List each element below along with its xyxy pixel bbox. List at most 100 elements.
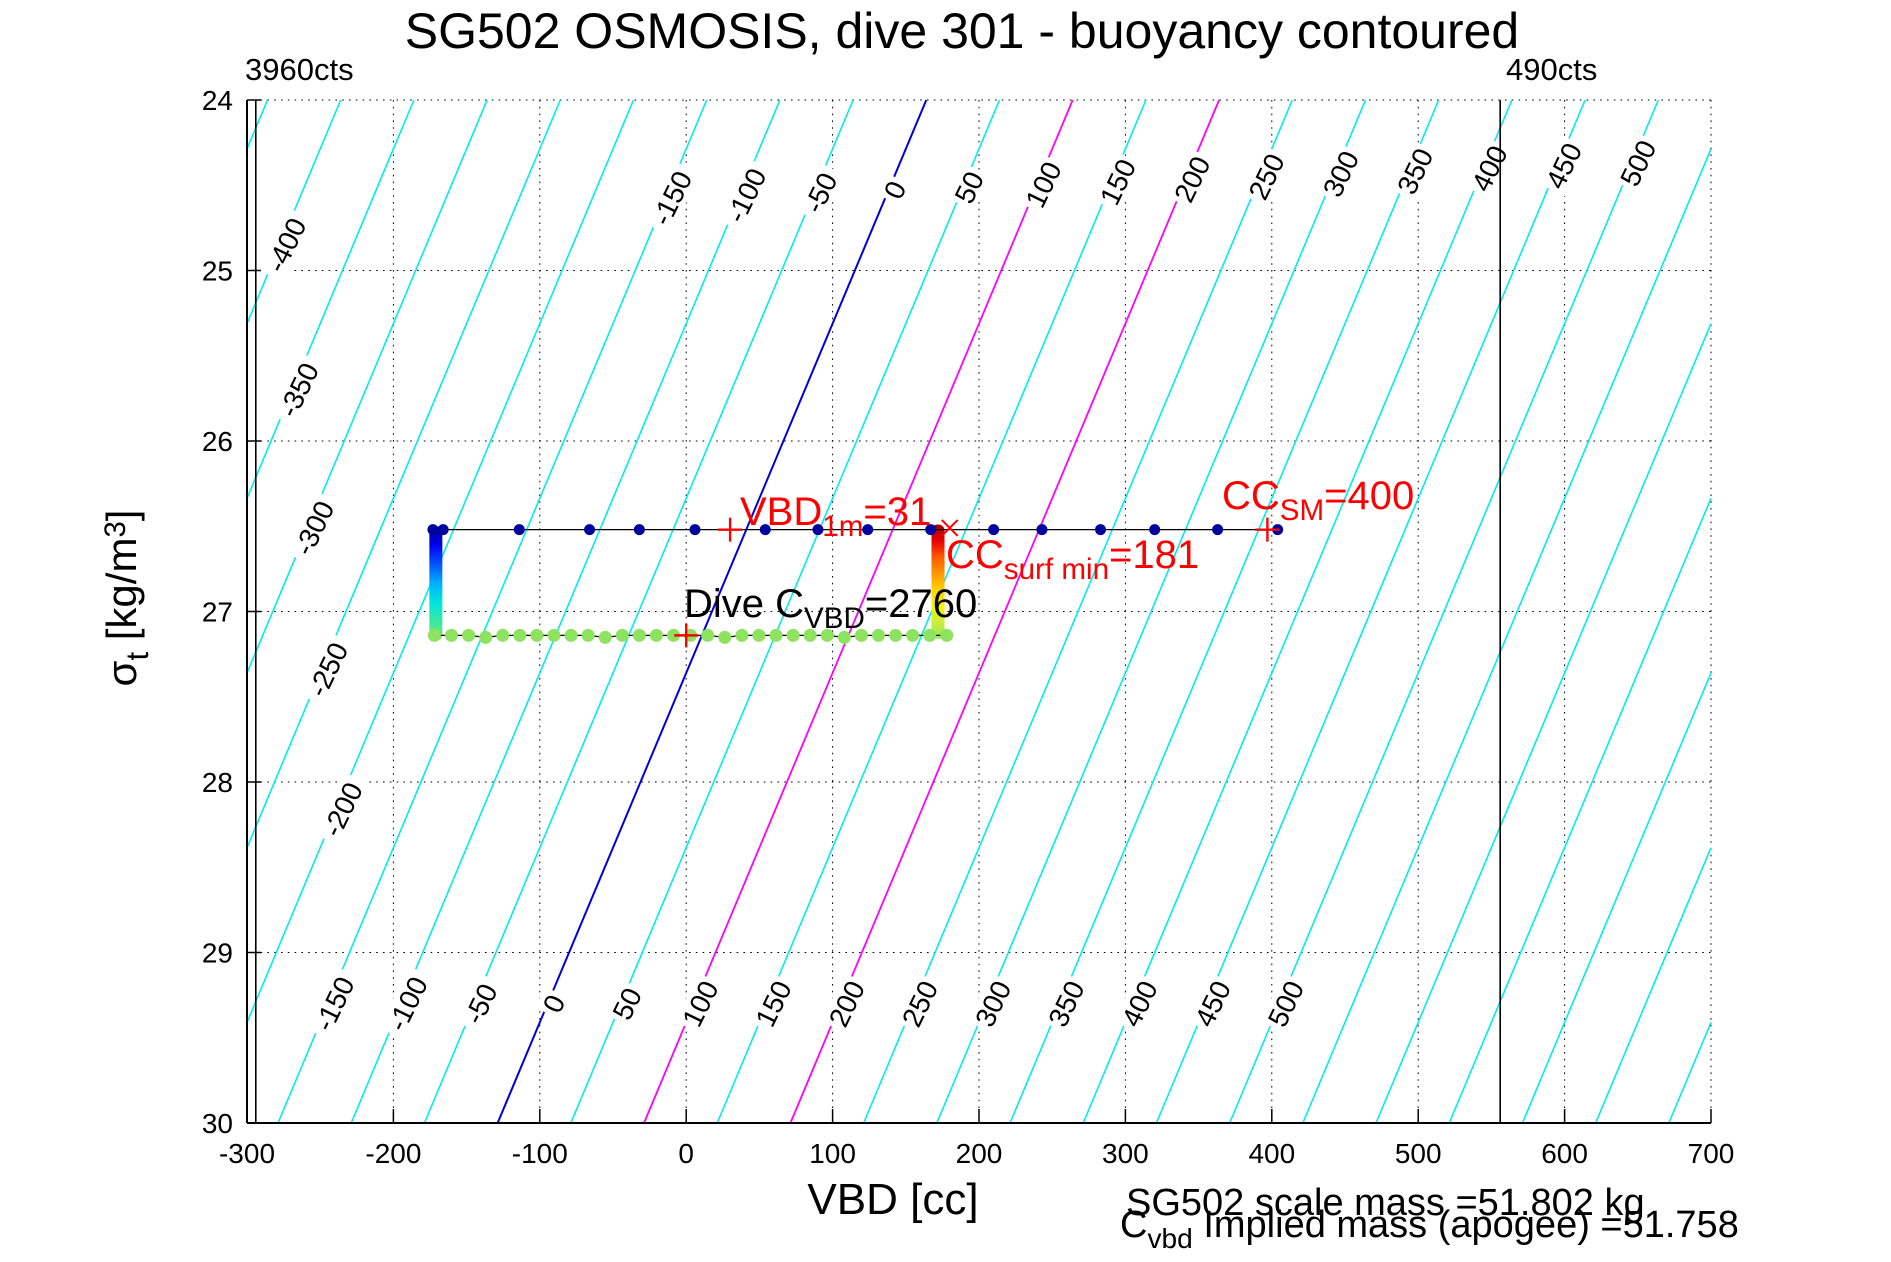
contour-label: -300 [285,490,343,566]
contour-label: 300 [1315,143,1366,205]
y-tick-label: 28 [202,767,233,798]
sigma-subscript: t [119,651,155,661]
contour-line [570,99,1001,1124]
tick-labels: -300 -200 -100 0 100 200 300 400 500 600 700242526… [202,85,1735,1169]
x-tick-label: -200 [365,1138,421,1169]
contour-line [1302,148,1712,1124]
contour-line [246,99,269,150]
y-units-exponent: 3 [98,521,132,538]
contour-label: 100 [1018,153,1069,216]
svg-text:50: 50 [949,167,991,209]
svg-text:50: 50 [607,983,649,1025]
contour-line [1668,1022,1712,1124]
y-tick-label: 26 [202,426,233,457]
contour-line [936,99,1367,1124]
ascent-bar [931,524,945,639]
cc-surf-value: =181 [1109,533,1200,577]
y-units-close: ] [98,509,145,522]
contour-label: -200 [313,771,371,847]
implied-mass-sub: vbd [1147,1222,1193,1254]
contour-label: 450 [1187,972,1238,1035]
contour-label: -150 [305,966,363,1042]
contour-label: 250 [1241,145,1292,208]
y-tick-label: 24 [202,85,233,116]
x-tick-label: -300 [219,1138,275,1169]
implied-mass-rest: Implied mass (apogee) =51.758 [1192,1204,1739,1246]
vbd-1m-main: VBD [740,490,823,534]
contour-line [423,99,854,1124]
contour-line [1521,672,1712,1124]
contour-label: -100 [378,966,436,1042]
y-tick-label: 30 [202,1108,233,1139]
contour-line [643,99,1074,1124]
contour-line [246,99,415,499]
y-tick-label: 29 [202,938,233,969]
cc-sm-sub: SM [1279,494,1325,528]
x-tick-label: -100 [512,1138,568,1169]
contour-line [1082,99,1513,1124]
contour-line [1448,497,1712,1124]
cc-surf-main: CC [946,533,1004,577]
cc-sm-value: =400 [1324,474,1415,518]
vbd-1m-value: =31 [863,490,932,534]
contour-line [277,99,708,1124]
x-tick-label: 700 [1688,1138,1735,1169]
contour-label: 500 [1260,972,1311,1035]
axes [246,99,1712,1124]
contour-label: 500 [1612,132,1664,194]
contour-lines [246,99,1712,1124]
contour-label: -150 [643,160,701,236]
contour-line [496,99,928,1124]
contour-label: -50 [795,161,846,224]
annotation-scale-mass: SG502 scale mass =51.802 kg [1126,1182,1645,1224]
dive-c-main: Dive C [684,582,805,626]
contour-line [246,99,488,674]
annotation-implied-mass: Cvbd Implied mass (apogee) =51.758 [1120,1204,1739,1252]
vbd-1m-sub: 1m [822,510,864,544]
x-tick-label: 400 [1248,1138,1295,1169]
surface-line-series [427,524,1284,536]
contour-line [862,99,1294,1124]
red-markers [674,517,1280,648]
contour-label: -100 [717,157,775,233]
contour-label: 200 [821,972,872,1035]
dive-c-sub: VBD [804,602,865,636]
contour-label: -50 [455,972,506,1035]
y-tick-label: 25 [202,256,233,287]
x-tick-label: 100 [809,1138,856,1169]
annotation-cc-surf-min: CCsurf min=181 [946,533,1200,585]
contour-label: 0 [876,172,914,207]
x-tick-label: 300 [1102,1138,1149,1169]
contour-label: 150 [1092,151,1143,213]
contour-label: -350 [269,352,328,428]
contour-line [1228,99,1660,1124]
contour-label: 50 [947,163,991,212]
descent-bar [429,526,443,641]
y-tick-label: 27 [202,597,233,628]
contour-line [1155,99,1586,1124]
contour-line [1009,99,1440,1124]
contour-label: 400 [1464,137,1515,200]
x-axis-label: VBD [cc] [807,1175,979,1224]
contour-label: -250 [299,631,357,707]
implied-mass-main: C [1120,1204,1148,1246]
contour-label: 150 [748,972,799,1035]
annotation-vbd-1m: VBD1m=31 [740,490,932,542]
gridlines [246,99,1712,1124]
counts-label-left: 3960cts [245,52,354,87]
x-tick-label: 500 [1395,1138,1442,1169]
contour-label: -400 [257,207,315,283]
cc-surf-sub: surf min [1003,553,1110,587]
x-tick-label: 200 [956,1138,1003,1169]
contour-label: 400 [1114,972,1165,1035]
contour-label: 350 [1040,972,1092,1035]
contour-line [246,99,562,848]
contour-line [350,99,781,1124]
dive-c-value: =2760 [864,582,978,626]
contour-label: 300 [967,972,1019,1035]
x-tick-label: 0 [678,1138,694,1169]
contour-label: 0 [535,986,573,1021]
contour-label: 200 [1166,148,1218,210]
